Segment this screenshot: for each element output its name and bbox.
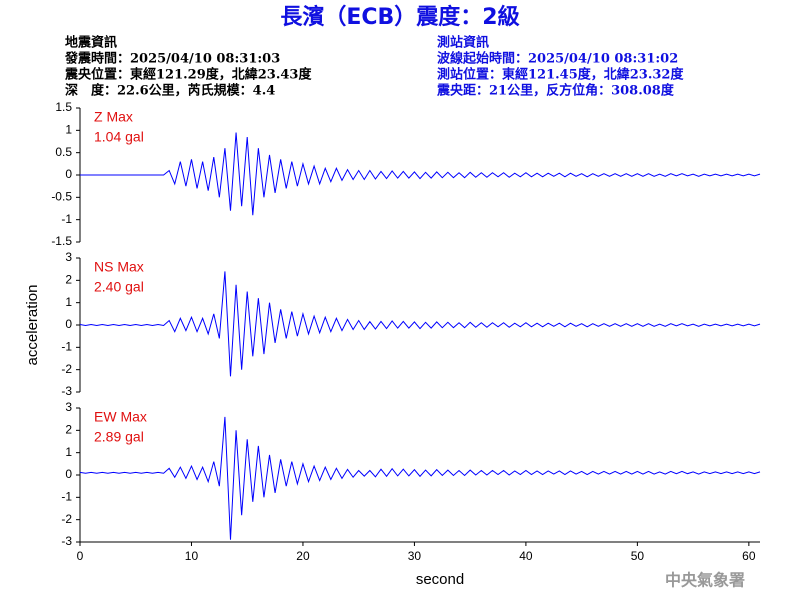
y-tick-label: 1 [65,123,72,137]
annotation: 2.89 gal [94,429,144,445]
x-tick-label: 30 [408,549,422,563]
info-right: 測站資訊 [437,35,489,51]
y-tick-label: 0.5 [55,145,72,159]
info-left: 震央位置：東經121.29度，北緯23.43度 [64,67,312,83]
info-right: 測站位置：東經121.45度，北緯23.32度 [437,67,684,83]
x-tick-label: 50 [631,549,645,563]
y-tick-label: -2 [61,362,72,376]
info-left: 發震時間：2025/04/10 08:31:03 [64,51,280,67]
x-tick-label: 60 [742,549,756,563]
annotation: 2.40 gal [94,279,144,295]
y-tick-label: -3 [61,384,72,398]
x-tick-label: 10 [185,549,199,563]
y-tick-label: 2 [65,273,72,287]
footer: 中央氣象署 [665,571,745,590]
y-tick-label: 3 [65,250,72,264]
x-tick-label: 0 [77,549,84,563]
annotation: EW Max [94,409,147,425]
y-tick-label: -0.5 [51,190,72,204]
y-tick-label: 0 [65,167,72,181]
y-tick-label: -3 [61,534,72,548]
info-left: 深 度：22.6公里，芮氏規模：4.4 [65,83,275,99]
waveform [79,271,761,377]
y-tick-label: -1.5 [51,234,72,248]
y-tick-label: 0 [65,467,72,481]
info-right: 震央距：21公里，反方位角：308.08度 [436,83,675,99]
x-tick-label: 20 [296,549,310,563]
info-left: 地震資訊 [65,35,117,51]
y-tick-label: -1 [61,340,72,354]
y-tick-label: 2 [65,423,72,437]
info-right: 波線起始時間：2025/04/10 08:31:02 [437,51,678,67]
y-axis-label: acceleration [24,285,41,366]
y-tick-label: -1 [61,490,72,504]
annotation: NS Max [94,259,144,275]
y-tick-label: -1 [61,212,72,226]
waveform [79,416,761,540]
annotation: 1.04 gal [94,129,144,145]
y-tick-label: 1 [65,295,72,309]
x-tick-label: 40 [519,549,533,563]
y-tick-label: 0 [65,317,72,331]
title: 長濱（ECB）震度：2級 [280,4,519,30]
y-tick-label: -2 [61,512,72,526]
y-tick-label: 1 [65,445,72,459]
x-axis-label: second [416,571,464,588]
y-tick-label: 1.5 [55,100,72,114]
annotation: Z Max [94,109,133,125]
waveform [80,132,761,216]
y-tick-label: 3 [65,400,72,414]
